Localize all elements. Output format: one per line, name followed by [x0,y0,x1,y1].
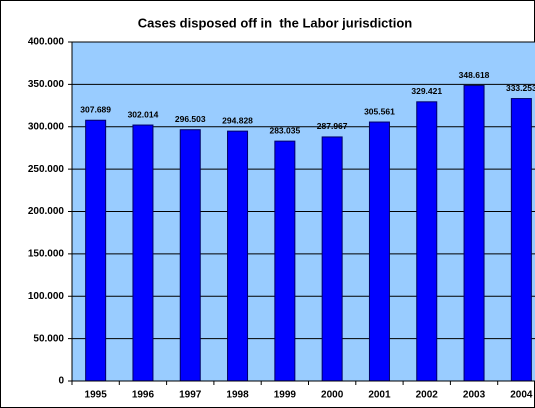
value-label: 296.503 [175,114,206,124]
y-tick-label: 100.000 [28,291,65,302]
y-tick-label: 50.000 [33,333,64,344]
x-tick-label: 1995 [85,390,108,401]
x-tick-label: 2003 [463,390,486,401]
x-tick-label: 2004 [510,390,533,401]
value-label: 302.014 [128,109,159,119]
value-label: 329.421 [411,86,442,96]
x-tick-label: 1998 [226,390,249,401]
bar [416,101,438,382]
value-label: 294.828 [222,115,253,125]
value-label: 333.253 [506,83,535,93]
bar [321,136,343,382]
bar [274,140,296,382]
bar [179,129,201,382]
x-tick-label: 1997 [179,390,202,401]
y-tick-label: 400.000 [28,37,65,48]
x-tick-label: 2001 [368,390,391,401]
bar [227,130,249,382]
bar [463,85,485,382]
value-label: 283.035 [269,125,300,135]
y-tick-label: 300.000 [28,121,65,132]
bar [368,121,390,382]
bar [85,119,107,382]
y-tick-label: 350.000 [28,79,65,90]
x-tick-label: 2000 [321,390,344,401]
y-tick-label: 200.000 [28,206,65,217]
y-tick-label: 150.000 [28,249,65,260]
value-label: 305.561 [364,106,395,116]
chart-title: Cases disposed off in the Labor jurisdic… [138,15,413,30]
x-tick-label: 2002 [416,390,439,401]
bar [132,124,154,382]
value-label: 307.689 [80,104,111,114]
y-tick-label: 0 [58,376,64,387]
value-label: 348.618 [459,70,490,80]
bar [510,98,532,382]
y-tick-label: 250.000 [28,164,65,175]
x-tick-label: 1996 [132,390,155,401]
value-label: 287.967 [317,121,348,131]
x-tick-label: 1999 [274,390,297,401]
